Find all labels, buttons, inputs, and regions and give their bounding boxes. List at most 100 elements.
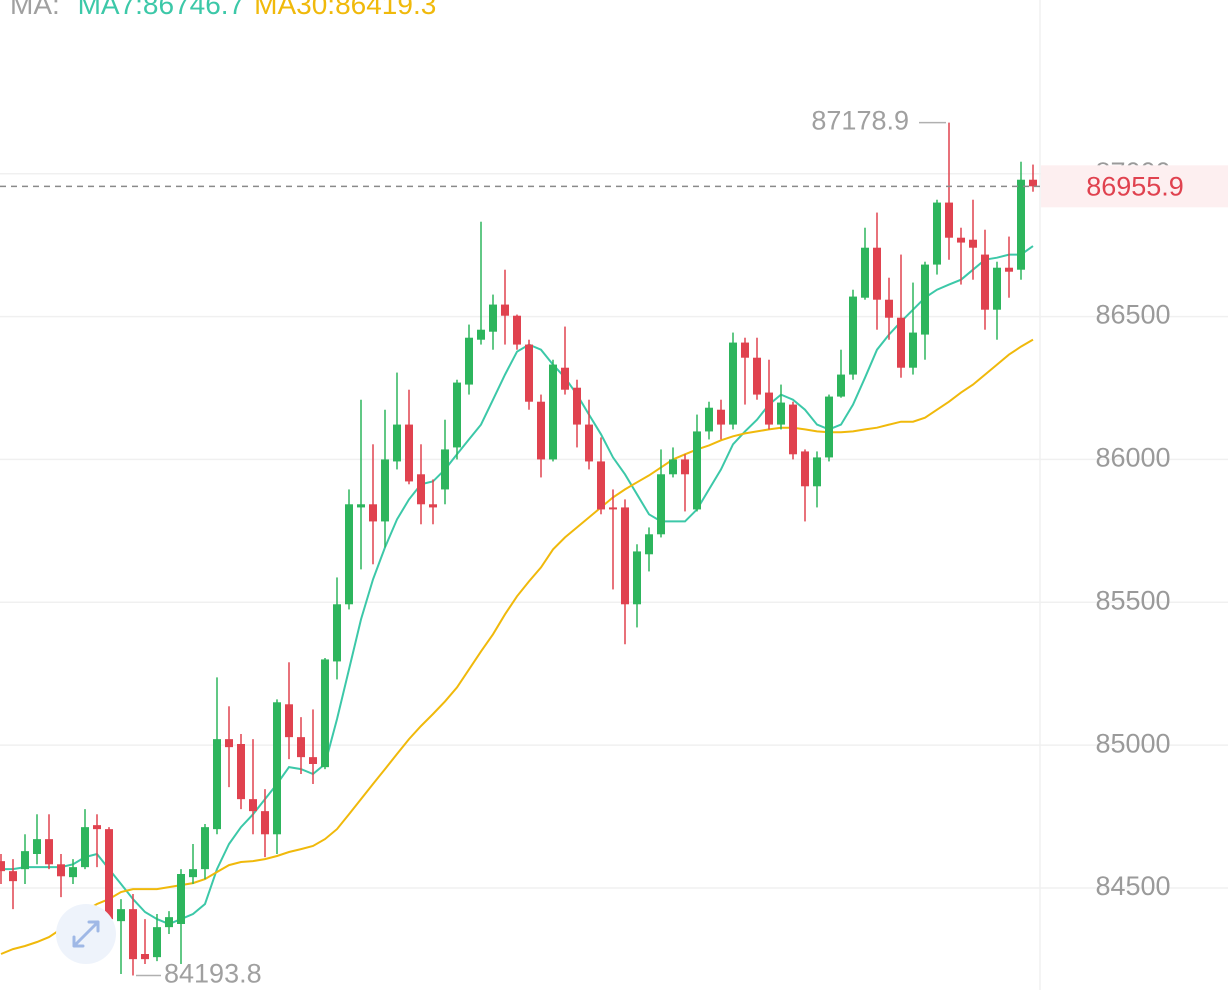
annotations: 87178.9 84193.8 86955.9 — [0, 106, 1228, 989]
legend-title: MA: — [10, 0, 60, 20]
candle-body — [957, 237, 965, 243]
candle-body — [777, 402, 785, 425]
zoom-icon[interactable] — [72, 920, 100, 948]
candle-body — [477, 329, 485, 340]
candle-body — [117, 909, 125, 922]
candle-body — [1029, 179, 1037, 187]
candle-body — [69, 867, 77, 878]
candle-body — [333, 604, 341, 662]
candle-body — [1017, 179, 1025, 270]
candle-body — [237, 744, 245, 800]
candle-body — [705, 407, 713, 432]
legend-separator: : — [135, 0, 143, 20]
candle-body — [429, 504, 437, 508]
candle-body — [657, 474, 665, 535]
candle-body — [717, 409, 725, 425]
candle-body — [513, 315, 521, 345]
candle-body — [861, 247, 869, 298]
candle-body — [45, 839, 53, 865]
candle-body — [369, 504, 377, 522]
moving-averages — [0, 245, 1034, 955]
y-tick-label: 86500 — [1095, 300, 1170, 330]
candle-body — [693, 431, 701, 510]
candle-body — [909, 332, 917, 368]
candle-body — [669, 459, 677, 475]
candle-body — [645, 534, 653, 555]
candle-body — [0, 861, 5, 872]
candle-body — [525, 344, 533, 402]
last-price-label: 86955.9 — [1086, 171, 1184, 201]
y-tick-label: 85500 — [1095, 585, 1170, 615]
legend-name: MA30 — [254, 0, 327, 20]
y-axis: 845008500085500860008650087000 — [1095, 157, 1170, 901]
candle-body — [129, 909, 137, 960]
zoom-button[interactable] — [56, 904, 116, 964]
candle-body — [597, 461, 605, 510]
candle-body — [561, 367, 569, 390]
ma-line — [0, 338, 1034, 955]
candle-body — [633, 551, 641, 605]
candle-body — [933, 202, 941, 265]
candle-body — [837, 374, 845, 397]
candle-body — [969, 239, 977, 248]
candle-body — [921, 264, 929, 335]
candle-body — [93, 825, 101, 830]
candle-body — [213, 739, 221, 830]
candle-body — [189, 869, 197, 878]
candle-body — [393, 424, 401, 462]
candle-body — [897, 317, 905, 368]
candle-body — [873, 247, 881, 300]
candle-body — [489, 304, 497, 332]
candle-body — [405, 424, 413, 482]
candle-body — [501, 304, 509, 316]
candle-body — [453, 382, 461, 448]
candle-body — [441, 449, 449, 490]
candle-body — [465, 337, 473, 385]
legend-separator: : — [327, 0, 335, 20]
candle-body — [381, 459, 389, 522]
candle-body — [585, 424, 593, 462]
candle-body — [273, 702, 281, 835]
legend-value: 86419.3 — [335, 0, 436, 20]
candle-body — [57, 864, 65, 877]
candle-body — [573, 387, 581, 425]
min-label: 84193.8 — [164, 959, 262, 989]
candle-body — [765, 392, 773, 425]
candle-body — [729, 342, 737, 425]
legend: MA: MA7:86746.7 MA30:86419.3 — [10, 0, 436, 20]
candle-body — [753, 357, 761, 395]
legend-name: MA7 — [78, 0, 136, 20]
candle-body — [789, 404, 797, 455]
candle-body — [801, 451, 809, 487]
candle-body — [153, 927, 161, 958]
candle-body — [741, 342, 749, 358]
candle-body — [681, 459, 689, 475]
candle-body — [177, 874, 185, 924]
candle-body — [357, 504, 365, 508]
candle-body — [621, 507, 629, 605]
candle-body — [609, 507, 617, 510]
candle-body — [885, 299, 893, 318]
candle-body — [309, 757, 317, 764]
candle-body — [81, 827, 89, 868]
candle-body — [825, 396, 833, 458]
candle-body — [249, 799, 257, 812]
candle-body — [981, 254, 989, 310]
y-tick-label: 84500 — [1095, 871, 1170, 901]
candle-body — [165, 917, 173, 928]
candle-body — [321, 659, 329, 768]
last-price-box — [1041, 165, 1228, 208]
legend-value: 86746.7 — [143, 0, 244, 20]
candle-body — [1005, 267, 1013, 272]
candle-body — [225, 739, 233, 748]
max-label: 87178.9 — [811, 106, 909, 136]
candle-body — [261, 811, 269, 835]
candle-body — [993, 267, 1001, 310]
candle-body — [417, 474, 425, 505]
candles — [0, 122, 1037, 976]
candle-body — [141, 954, 149, 960]
candle-body — [297, 737, 305, 758]
candle-body — [945, 202, 953, 238]
grid — [0, 172, 1228, 889]
